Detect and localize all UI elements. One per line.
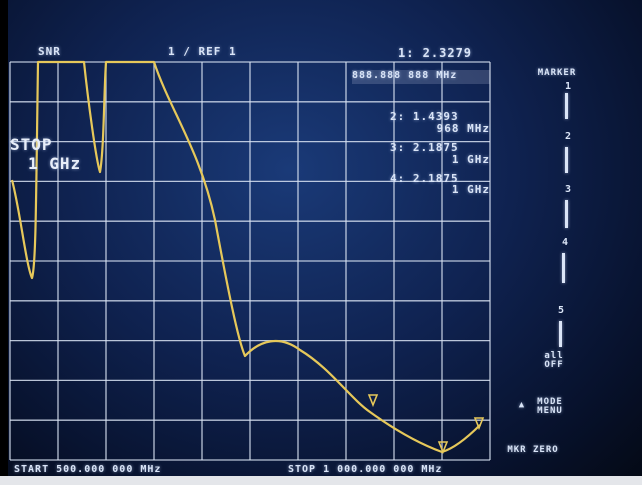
graticule	[9, 61, 491, 461]
softkey-divider	[559, 321, 562, 347]
marker-3-arrow	[473, 417, 485, 431]
softkey-marker-4[interactable]: 4	[562, 237, 569, 248]
marker4-freq: 1 GHz	[451, 183, 490, 196]
trace-ref-label: 1 / REF 1	[168, 45, 237, 58]
stop-overlay-text: STOP	[10, 135, 53, 154]
stop-frequency: STOP 1 000.000 000 MHz	[288, 464, 443, 475]
marker-1-arrow	[367, 394, 379, 408]
marker2-value: 2: 1.4393	[390, 110, 459, 123]
triangle-up-icon: ▲	[518, 400, 526, 410]
softkey-mode-menu-2[interactable]: MENU	[537, 406, 563, 416]
marker-2-arrow	[437, 441, 449, 455]
softkey-divider	[565, 93, 568, 119]
marker2-freq: 968 MHz	[436, 122, 490, 135]
softkey-divider	[565, 147, 568, 173]
marker1-freq: 888.888 888 MHz	[352, 70, 490, 84]
marker-glyphs	[367, 394, 485, 455]
stop-overlay-freq: 1 GHz	[28, 154, 82, 173]
softkey-mode-menu-1[interactable]: MODE	[537, 397, 563, 407]
screen-bezel-bottom	[0, 476, 642, 485]
screen-bezel-left	[0, 0, 8, 485]
softkey-all-off-1[interactable]: all	[544, 351, 564, 361]
softkey-marker-2[interactable]: 2	[565, 131, 572, 142]
marker1-value: 1: 2.3279	[398, 46, 473, 60]
softkey-mkr-zero[interactable]: MKR ZERO	[507, 445, 559, 455]
softkey-all-off-2[interactable]: OFF	[544, 360, 564, 370]
channel-label: SNR	[38, 45, 61, 58]
marker3-value: 3: 2.1875	[390, 141, 459, 154]
softkey-divider	[562, 253, 565, 283]
marker3-freq: 1 GHz	[451, 153, 490, 166]
softkey-marker-title[interactable]: MARKER	[537, 68, 577, 78]
snr-trace	[10, 60, 481, 454]
start-frequency: START 500.000 000 MHz	[14, 464, 162, 475]
softkey-marker-5[interactable]: 5	[558, 305, 565, 316]
marker4-value: 4: 2.1875	[390, 172, 459, 185]
softkey-marker-3[interactable]: 3	[565, 184, 572, 195]
softkey-marker-1[interactable]: 1	[565, 81, 572, 92]
softkey-divider	[565, 200, 568, 228]
